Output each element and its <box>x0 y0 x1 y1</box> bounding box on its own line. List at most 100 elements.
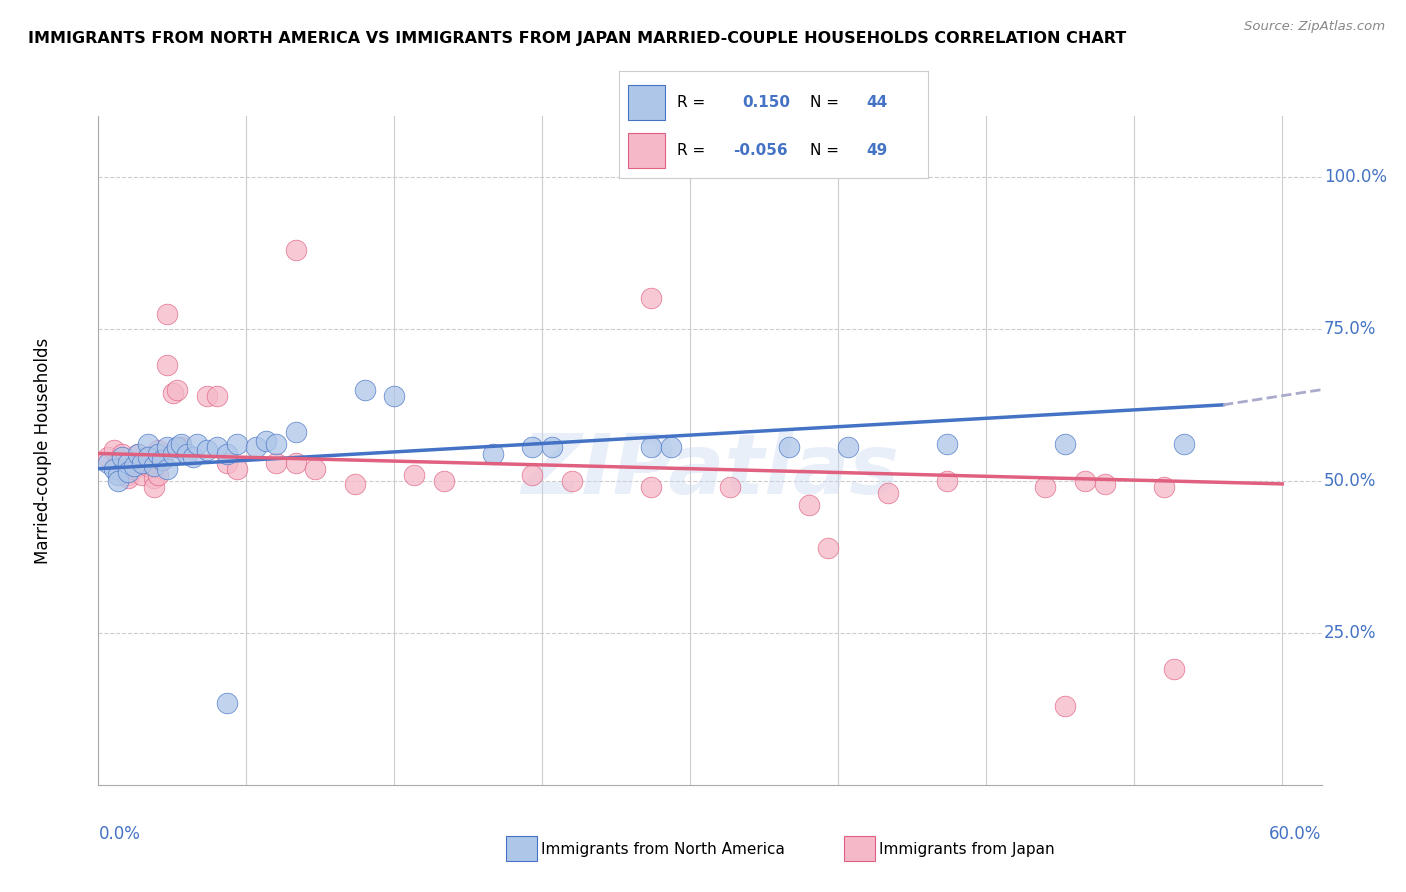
Point <box>103 461 125 475</box>
Point <box>343 477 366 491</box>
Point <box>107 474 129 488</box>
Point <box>876 486 898 500</box>
Point <box>150 452 173 467</box>
Point <box>156 307 179 321</box>
Point <box>117 471 139 485</box>
Point <box>97 456 120 470</box>
Point <box>131 467 153 482</box>
Point <box>1173 437 1195 451</box>
Point <box>131 456 153 470</box>
Text: ZIPatlas: ZIPatlas <box>522 430 898 511</box>
Point <box>353 383 375 397</box>
Point <box>215 446 238 460</box>
Point <box>122 458 145 473</box>
Point <box>170 441 193 455</box>
Point <box>162 446 184 460</box>
Point <box>541 441 564 455</box>
Point <box>640 441 662 455</box>
Point <box>522 467 544 482</box>
Point <box>156 441 179 455</box>
Text: Married-couple Households: Married-couple Households <box>34 337 52 564</box>
Point <box>117 456 139 470</box>
Point <box>797 498 820 512</box>
Point <box>146 443 169 458</box>
Point <box>640 292 662 306</box>
Point <box>195 389 218 403</box>
Text: R =: R = <box>678 95 706 110</box>
Point <box>136 437 159 451</box>
Point <box>1054 698 1077 713</box>
Point <box>1163 662 1185 676</box>
Point <box>166 383 188 397</box>
Point <box>935 437 957 451</box>
Point <box>103 443 125 458</box>
Point <box>935 474 957 488</box>
Point <box>156 359 179 373</box>
Text: 49: 49 <box>866 143 887 158</box>
Point <box>254 434 277 449</box>
Point <box>304 461 326 475</box>
Point <box>1035 480 1057 494</box>
Text: 100.0%: 100.0% <box>1324 168 1388 186</box>
Point <box>131 456 153 470</box>
Point <box>225 461 247 475</box>
Point <box>136 450 159 464</box>
Text: Immigrants from Japan: Immigrants from Japan <box>879 842 1054 856</box>
Point <box>142 471 165 485</box>
Point <box>284 425 307 440</box>
Point <box>561 474 583 488</box>
Point <box>111 450 134 464</box>
Point <box>1094 477 1116 491</box>
Point <box>659 441 682 455</box>
Point <box>107 456 129 470</box>
Point <box>181 450 204 464</box>
Point <box>225 437 247 451</box>
Point <box>122 461 145 475</box>
Point <box>205 389 228 403</box>
Point <box>186 437 208 451</box>
Text: 60.0%: 60.0% <box>1270 825 1322 843</box>
Point <box>1153 480 1175 494</box>
Point <box>817 541 839 555</box>
Text: IMMIGRANTS FROM NORTH AMERICA VS IMMIGRANTS FROM JAPAN MARRIED-COUPLE HOUSEHOLDS: IMMIGRANTS FROM NORTH AMERICA VS IMMIGRA… <box>28 31 1126 46</box>
Point <box>404 467 426 482</box>
Point <box>264 437 287 451</box>
Point <box>284 243 307 257</box>
Point <box>162 385 184 400</box>
Point <box>482 446 505 460</box>
Point <box>176 446 198 460</box>
Bar <box>628 86 665 120</box>
Point <box>111 446 134 460</box>
Text: N =: N = <box>810 95 839 110</box>
Point <box>97 450 120 464</box>
Point <box>215 696 238 710</box>
Point <box>146 467 169 482</box>
Point <box>142 458 165 473</box>
Text: Immigrants from North America: Immigrants from North America <box>541 842 785 856</box>
Point <box>166 441 188 455</box>
Point <box>205 441 228 455</box>
Text: 0.150: 0.150 <box>742 95 790 110</box>
Point <box>150 452 173 467</box>
Point <box>107 461 129 475</box>
Point <box>136 458 159 473</box>
Point <box>718 480 741 494</box>
Point <box>136 450 159 464</box>
Point <box>245 441 267 455</box>
Bar <box>628 134 665 168</box>
Point <box>284 456 307 470</box>
Point <box>522 441 544 455</box>
Point <box>215 456 238 470</box>
Point <box>170 437 193 451</box>
Point <box>107 467 129 482</box>
Point <box>195 443 218 458</box>
Point <box>127 446 149 460</box>
Point <box>837 441 859 455</box>
Point <box>640 480 662 494</box>
Text: N =: N = <box>810 143 839 158</box>
Text: -0.056: -0.056 <box>733 143 787 158</box>
Point <box>127 446 149 460</box>
Point <box>433 474 456 488</box>
Text: 0.0%: 0.0% <box>98 825 141 843</box>
Point <box>117 467 139 482</box>
